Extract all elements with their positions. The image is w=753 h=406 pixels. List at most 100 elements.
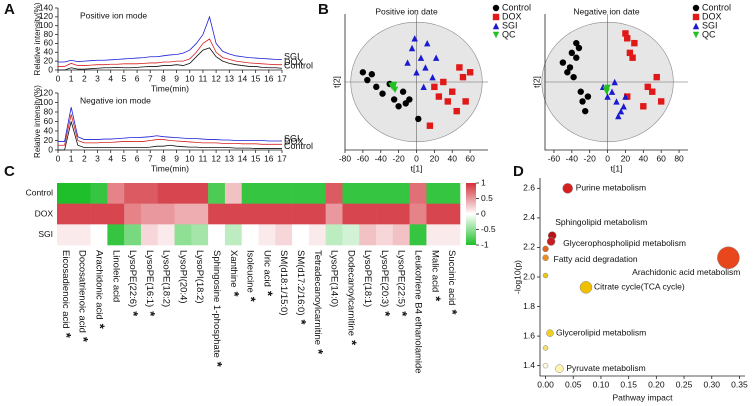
point <box>390 96 398 103</box>
cell <box>224 183 243 204</box>
x-tick-label: 0.00 <box>537 379 554 389</box>
cell <box>107 224 125 246</box>
legend-label: DOX <box>702 11 722 21</box>
x-tick-label: 12 <box>211 73 221 83</box>
y-tick-label: 60 <box>44 116 54 126</box>
x-tick-label: 14 <box>238 73 248 83</box>
x-tick-label: 7 <box>148 73 153 83</box>
cell <box>292 183 310 204</box>
point <box>459 73 467 81</box>
x-tick-label: 11 <box>199 153 208 163</box>
point <box>440 78 447 86</box>
cell <box>208 183 226 204</box>
x-tick-label: 0 <box>414 153 419 163</box>
bubble <box>542 254 549 262</box>
cell <box>376 224 394 246</box>
y-axis-label: Relative intensity(%) <box>33 85 42 158</box>
point <box>359 69 367 76</box>
point <box>415 115 422 123</box>
column-label: Malic acid <box>429 250 440 292</box>
significance-mark: * <box>143 311 158 317</box>
x-tick-label: 7 <box>148 153 153 163</box>
bubble <box>542 362 549 369</box>
significance-mark: * <box>445 309 460 315</box>
point <box>449 88 456 95</box>
series-label: DOX <box>284 137 304 147</box>
legend-label: QC <box>702 29 716 39</box>
x-tick-label: 13 <box>225 73 235 83</box>
point <box>456 64 463 71</box>
y-tick-label: 40 <box>44 47 54 57</box>
cell <box>426 203 444 225</box>
column-label: SM(d18:1/15:0) <box>278 250 289 315</box>
cell <box>241 203 259 225</box>
column-label: LysoPE(18:1) <box>362 250 373 307</box>
bubble-label: Fatty acid degradation <box>554 254 638 264</box>
bubble-label: Sphingolipid metabolism <box>555 217 647 227</box>
significance-mark: * <box>244 297 259 303</box>
cell <box>426 224 444 246</box>
cell <box>90 224 108 246</box>
column-label: Leukotriene B4 ethanolamide <box>413 250 424 374</box>
x-axis-label: t[1] <box>411 163 423 173</box>
significance-mark: * <box>227 292 242 298</box>
point <box>379 90 386 97</box>
column-label: LysoPI(20:4) <box>177 250 188 304</box>
point <box>573 54 580 61</box>
cell <box>292 203 310 225</box>
point <box>420 83 427 91</box>
x-tick-label: 17 <box>277 153 287 163</box>
y-tick-label: 60 <box>44 38 54 48</box>
legend-marker <box>492 13 500 21</box>
column-label: LysoPE(16:1) <box>144 250 155 307</box>
column-label: Uric acid <box>261 250 272 287</box>
cell <box>359 224 377 246</box>
point <box>611 78 618 86</box>
cell <box>308 203 326 225</box>
legend-label: SGI <box>502 20 518 30</box>
cell <box>191 203 209 225</box>
point <box>622 93 629 100</box>
significance-mark: * <box>294 319 309 325</box>
line-series <box>58 15 282 63</box>
x-axis-label: t[1] <box>611 163 623 173</box>
point <box>649 88 656 95</box>
column-label: Tetradecanoylcarnitine <box>312 250 323 345</box>
legend-label: SGI <box>702 20 718 30</box>
x-tick-label: 4 <box>108 153 113 163</box>
cell <box>107 183 125 204</box>
line-series <box>58 107 282 142</box>
cell <box>174 203 192 225</box>
bubble-label: Pyruvate metabolism <box>566 363 645 373</box>
x-tick-label: 80 <box>674 153 684 163</box>
point <box>584 93 592 100</box>
x-tick-label: 2 <box>82 153 87 163</box>
x-tick-label: 16 <box>264 73 274 83</box>
cell <box>174 224 192 246</box>
point <box>399 88 407 95</box>
bubble-label: Arachidonic acid metabolism <box>632 267 740 277</box>
x-axis-label: Time(min) <box>151 83 189 93</box>
x-tick-label: 13 <box>225 153 235 163</box>
x-axis-label: Time(min) <box>151 163 189 173</box>
point <box>406 96 413 103</box>
y-tick-label: 0 <box>48 144 53 154</box>
cell <box>107 203 125 225</box>
panel-letter: A <box>4 1 15 18</box>
line-series <box>58 47 283 71</box>
bubble <box>542 245 549 253</box>
cell <box>157 183 175 204</box>
x-tick-label: 0 <box>605 153 610 163</box>
cell <box>241 224 259 246</box>
y-axis-label: t[2] <box>331 76 341 88</box>
point <box>444 98 451 105</box>
significance-mark: * <box>59 333 74 339</box>
point <box>603 88 610 95</box>
y-tick-label: 100 <box>39 97 53 107</box>
bubble-label: Glycerolipid metabolism <box>556 327 646 337</box>
x-tick-label: 9 <box>174 73 179 83</box>
cell <box>325 203 343 225</box>
cell <box>443 203 461 225</box>
x-tick-label: 0.10 <box>593 379 610 389</box>
point <box>653 73 660 81</box>
